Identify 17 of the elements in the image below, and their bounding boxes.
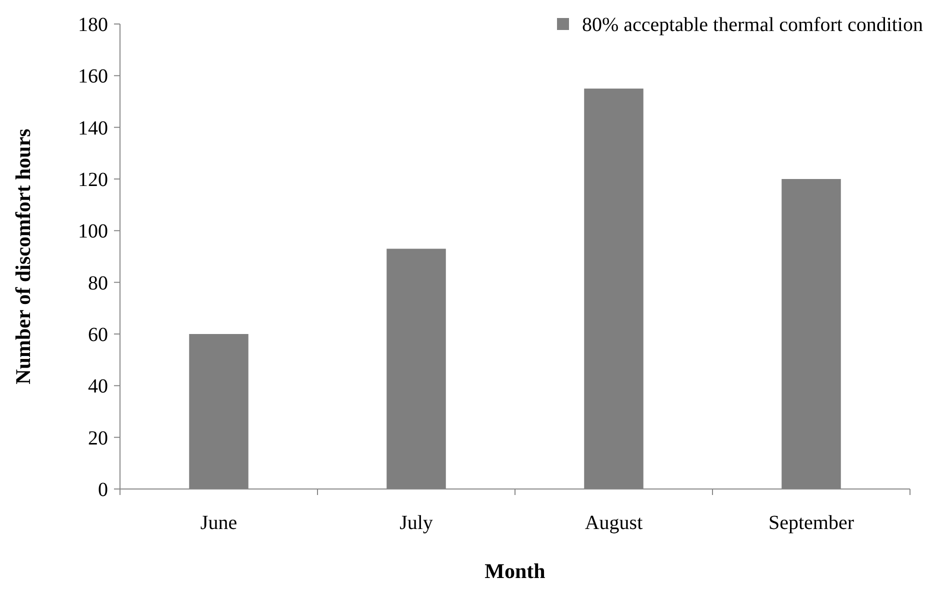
x-tick-label: July [400,512,433,534]
y-tick-label: 80 [88,272,108,294]
y-tick-label: 120 [78,169,108,191]
y-tick-label: 100 [78,220,108,243]
x-tick-label: September [768,512,854,534]
y-axis-title: Number of discomfort hours [11,128,35,384]
y-tick-label: 0 [98,479,108,501]
y-tick-label: 160 [78,66,108,88]
x-tick-label: August [584,512,644,534]
x-axis-title: Month [484,559,546,583]
y-tick-label: 60 [88,324,108,346]
y-tick-label: 180 [78,14,108,36]
y-tick-label: 20 [88,427,108,450]
y-tick-label: 40 [88,376,108,398]
legend-label: 80% acceptable thermal comfort condition [582,14,923,36]
y-tick-label: 140 [78,117,108,140]
x-tick-label: June [200,512,238,534]
